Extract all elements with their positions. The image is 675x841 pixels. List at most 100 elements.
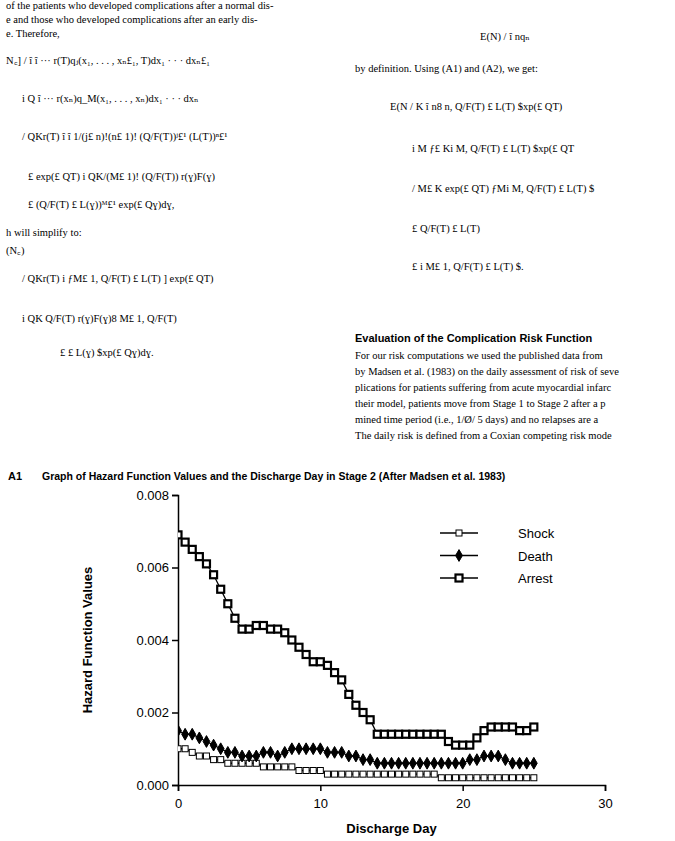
data-point	[388, 731, 395, 738]
x-axis-line	[179, 786, 606, 792]
data-point	[524, 775, 530, 781]
data-point	[338, 676, 345, 683]
data-point	[224, 746, 231, 758]
body-text: E(N / K î n8 n, Q/F(T) £ L(T) $xp(£ QT)	[390, 101, 563, 113]
body-text: The daily risk is defined from a Coxian …	[355, 430, 612, 441]
body-text: by Madsen et al. (1983) on the daily ass…	[355, 366, 619, 378]
body-text: i Q î ··· r(xₙ)q_M(x₁, . . . , xₙ)dx₁ · …	[22, 93, 199, 105]
data-point	[395, 731, 402, 738]
body-text: / M£ K exp(£ QT) ƒMi M, Q/F(T) £ L(T) $	[412, 183, 594, 195]
data-point	[495, 775, 501, 781]
data-point	[438, 775, 444, 781]
data-point	[438, 757, 445, 769]
data-point	[317, 743, 324, 755]
body-text: £ exp(£ QT) i QK/(M£ 1)! (Q/F(T)) r(ɣ)F(…	[28, 171, 215, 183]
data-point	[332, 771, 338, 777]
figure-label: A1	[8, 470, 22, 482]
data-point	[353, 750, 360, 762]
data-point	[389, 771, 395, 777]
y-axis: 0.0000.0020.0040.0060.008	[136, 488, 178, 793]
data-point	[211, 757, 217, 763]
data-point	[424, 771, 430, 777]
data-point	[438, 731, 445, 738]
body-text: mined time period (i.e., 1/Ø/ 5 days) an…	[355, 414, 599, 426]
x-tick-label: 30	[598, 796, 612, 811]
data-point	[178, 531, 182, 538]
data-point	[409, 757, 416, 769]
data-point	[253, 750, 260, 762]
body-text: £ £ L(ɣ) $xp(£ Qɣ)dɣ.	[60, 347, 154, 359]
data-point	[445, 757, 452, 769]
data-point	[416, 731, 423, 738]
data-point	[531, 775, 537, 781]
data-point	[523, 727, 530, 734]
data-point	[517, 775, 523, 781]
data-point	[296, 743, 303, 755]
data-point	[402, 757, 409, 769]
data-point	[502, 775, 508, 781]
data-point	[267, 626, 274, 633]
data-point	[260, 622, 267, 629]
data-point	[275, 764, 281, 770]
y-axis-title: Hazard Function Values	[80, 567, 95, 714]
body-text: E(N) / î nqₙ	[480, 31, 530, 43]
plot-area	[178, 531, 537, 780]
data-point	[374, 771, 380, 777]
data-point	[488, 750, 495, 762]
y-tick-label: 0.008	[136, 488, 169, 503]
y-tick-label: 0.002	[136, 705, 169, 720]
y-axis-line	[172, 496, 179, 786]
data-point	[523, 757, 530, 769]
data-point	[274, 750, 281, 762]
data-point	[253, 622, 260, 629]
x-axis: 0102030	[175, 785, 613, 811]
data-point	[203, 753, 209, 759]
body-text: e and those who developed complications …	[6, 14, 258, 25]
legend-marker	[456, 550, 463, 562]
data-point	[346, 771, 352, 777]
body-text: i QK Q/F(T) r(ɣ)F(ɣ)8 M£ 1, Q/F(T)	[22, 313, 177, 325]
data-point	[403, 771, 409, 777]
data-point	[231, 615, 238, 622]
data-point	[502, 724, 509, 731]
data-point	[225, 760, 231, 766]
data-point	[460, 775, 466, 781]
body-text: by definition. Using (A1) and (A2), we g…	[355, 63, 538, 75]
data-point	[196, 553, 203, 560]
data-point	[296, 768, 302, 774]
legend-label: Shock	[518, 526, 555, 541]
data-point	[268, 764, 274, 770]
data-point	[388, 757, 395, 769]
paper-text: of the patients who developed complicati…	[6, 0, 619, 441]
data-point	[481, 750, 488, 762]
y-tick	[172, 712, 178, 714]
data-point	[410, 771, 416, 777]
body-text: For our risk computations we used the pu…	[355, 350, 603, 361]
data-point	[182, 746, 188, 752]
data-point	[452, 742, 459, 749]
data-point	[224, 600, 231, 607]
data-point	[210, 739, 217, 751]
y-tick	[172, 785, 178, 787]
data-point	[217, 586, 224, 593]
data-point	[239, 750, 246, 762]
data-point	[431, 731, 438, 738]
data-point	[203, 736, 210, 748]
body-text: h will simplify to:	[6, 227, 82, 238]
y-tick-label: 0.004	[136, 633, 169, 648]
data-point	[189, 749, 195, 755]
data-point	[288, 743, 295, 755]
data-point	[339, 771, 345, 777]
data-point	[495, 750, 502, 762]
data-point	[467, 775, 473, 781]
page: of the patients who developed complicati…	[0, 0, 675, 841]
data-point	[289, 764, 295, 770]
data-point	[295, 644, 302, 651]
body-text: e. Therefore,	[6, 28, 60, 39]
data-point	[189, 728, 196, 740]
body-text: £ i M£ 1, Q/F(T) £ L(T) $.	[412, 261, 524, 273]
series-line	[178, 535, 534, 745]
data-point	[396, 771, 402, 777]
data-point	[466, 754, 473, 766]
y-tick	[172, 640, 178, 642]
